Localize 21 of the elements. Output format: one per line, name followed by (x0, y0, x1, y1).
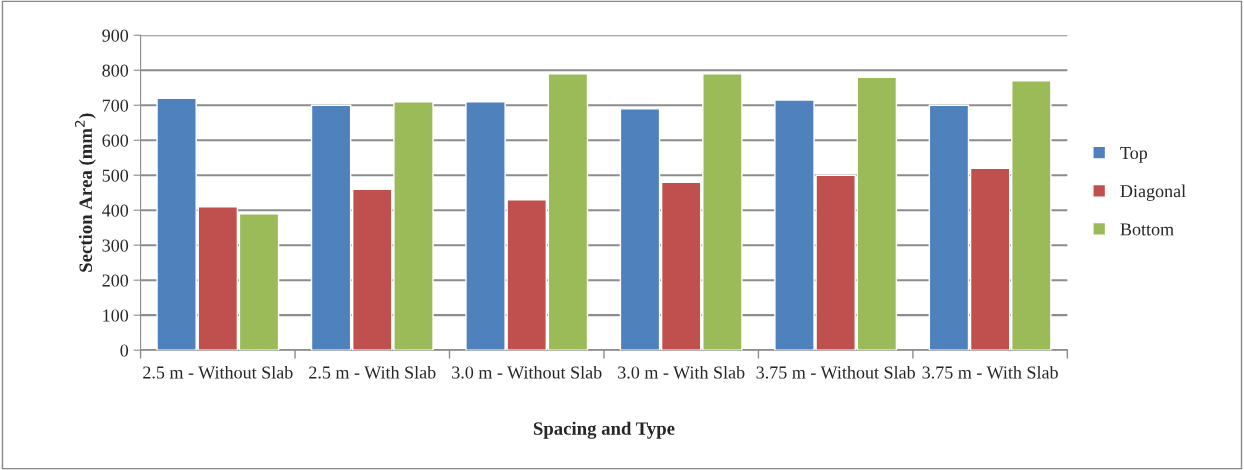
y-tick-label: 600 (102, 134, 129, 147)
legend-label: Diagonal (1120, 184, 1186, 201)
legend-label: Bottom (1120, 223, 1174, 236)
legend-label: Top (1120, 147, 1148, 163)
y-tick-label: 900 (102, 29, 129, 42)
y-tick-label: 400 (102, 204, 129, 217)
y-tick-label: 100 (103, 309, 129, 322)
y-tick-label: 700 (102, 99, 129, 112)
x-tick-label: 3.75 m - Without Slab (756, 365, 915, 379)
x-axis-title: Spacing and Type (533, 421, 675, 439)
y-tick-label: 0 (120, 344, 129, 357)
x-tick-label: 3.75 m - With Slab (922, 365, 1058, 379)
x-tick-label: 3.0 m - With Slab (618, 365, 745, 379)
x-tick-label: 2.5 m - With Slab (309, 365, 436, 379)
y-tick-label: 800 (102, 64, 129, 77)
y-tick-label: 500 (102, 169, 129, 182)
x-tick-label: 2.5 m - Without Slab (143, 365, 293, 379)
y-tick-label: 200 (102, 274, 129, 287)
y-axis-title: Section Area (mm$^{2}$) (74, 113, 96, 272)
x-tick-label: 3.0 m - Without Slab (452, 365, 602, 379)
y-tick-label: 300 (102, 239, 129, 252)
